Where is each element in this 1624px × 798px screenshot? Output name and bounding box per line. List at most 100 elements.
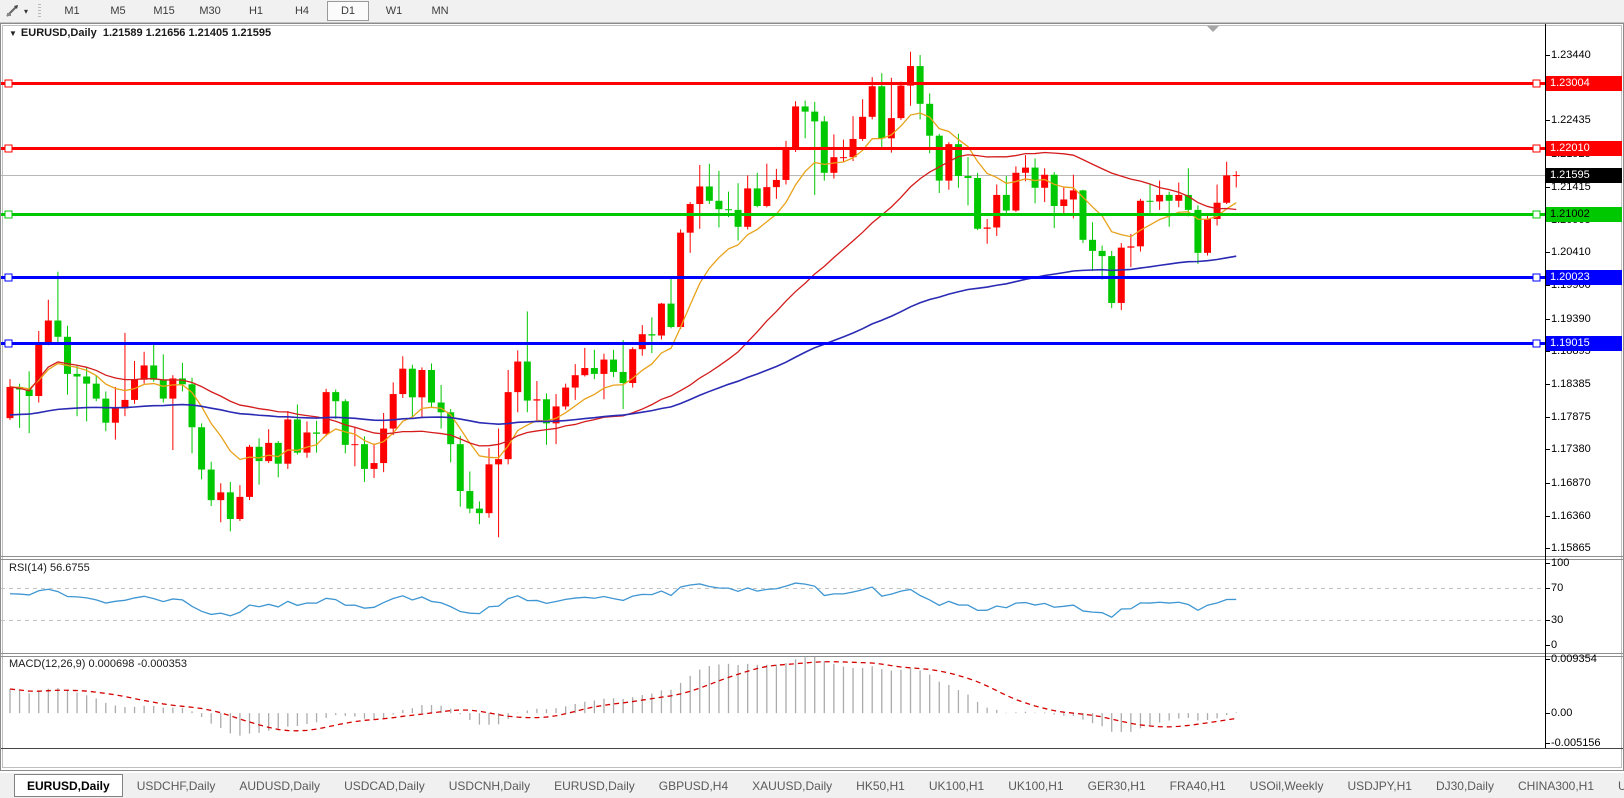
hline-handle[interactable]	[4, 79, 13, 88]
candle	[370, 443, 378, 479]
timeframe-button-D1[interactable]: D1	[327, 1, 370, 21]
candle	[284, 410, 292, 469]
hline-handle[interactable]	[1532, 79, 1541, 88]
candle-body	[274, 442, 282, 464]
horizontal-line[interactable]	[1, 210, 1545, 219]
chart-tab-12[interactable]: FRA40,H1	[1169, 778, 1226, 793]
chart-tab-6[interactable]: GBPUSD,H4	[658, 778, 729, 793]
candle	[638, 325, 646, 356]
candle	[178, 362, 186, 392]
chart-tab-16[interactable]: CHINA300,H1	[1517, 778, 1595, 793]
hline-handle[interactable]	[4, 144, 13, 153]
candle-body	[1136, 200, 1144, 247]
candle-body	[265, 442, 273, 462]
candle	[159, 354, 167, 403]
candle	[466, 471, 474, 514]
hline-handle[interactable]	[4, 210, 13, 219]
candle-body	[993, 194, 1001, 228]
hline-handle[interactable]	[4, 339, 13, 348]
toolbar-drag-handle[interactable]	[38, 4, 42, 18]
chart-tab-2[interactable]: AUDUSD,Daily	[239, 778, 321, 793]
chevron-down-icon[interactable]	[1207, 26, 1219, 32]
candle-body	[351, 444, 359, 446]
timeframe-button-M15[interactable]: M15	[153, 5, 175, 17]
candle	[830, 134, 838, 179]
candle-body	[1232, 175, 1240, 177]
candle-body	[878, 86, 886, 139]
chart-tab-8[interactable]: HK50,H1	[856, 778, 905, 793]
timeframe-button-MN[interactable]: MN	[431, 5, 449, 17]
candle-body	[935, 135, 943, 181]
candle-body	[782, 149, 790, 180]
timeframe-button-H1[interactable]: H1	[248, 5, 264, 17]
hline-handle[interactable]	[1532, 273, 1541, 282]
chart-tab-3[interactable]: USDCAD,Daily	[344, 778, 425, 793]
chart-tab-17[interactable]: U	[1618, 778, 1624, 793]
candle-body	[389, 394, 397, 429]
chart-tab-7[interactable]: XAUUSD,Daily	[752, 778, 833, 793]
candle-body	[169, 378, 177, 399]
candle-body	[705, 186, 713, 201]
candle	[677, 229, 685, 329]
chart-cursor-icon[interactable]	[3, 3, 23, 19]
candle	[696, 164, 704, 229]
timeframe-button-M5[interactable]: M5	[110, 5, 126, 17]
candle	[1069, 174, 1077, 219]
candle-body	[1050, 174, 1058, 206]
pane-separator[interactable]	[1, 653, 1623, 657]
candle	[907, 51, 915, 106]
candle	[926, 93, 934, 154]
hline-handle[interactable]	[4, 273, 13, 282]
candle	[523, 311, 531, 413]
chart-tab-9[interactable]: UK100,H1	[928, 778, 985, 793]
candle	[887, 77, 895, 153]
candle	[801, 100, 809, 139]
timeframe-button-H4[interactable]: H4	[294, 5, 310, 17]
candle	[485, 448, 493, 518]
chart-tab-13[interactable]: USOil,Weekly	[1249, 778, 1324, 793]
candle	[83, 366, 91, 422]
timeframe-button-W1[interactable]: W1	[385, 5, 403, 17]
candle-body	[859, 116, 867, 139]
candle	[734, 183, 742, 241]
candle	[428, 363, 436, 408]
candle-body	[945, 144, 953, 181]
chart-tab-0[interactable]: EURUSD,Daily	[14, 774, 123, 797]
timeframe-button-M1[interactable]: M1	[64, 5, 80, 17]
candle-body	[313, 432, 321, 434]
candle-body	[1127, 246, 1135, 248]
chart-tab-4[interactable]: USDCNH,Daily	[448, 778, 531, 793]
candle	[935, 133, 943, 193]
candle	[495, 428, 503, 538]
chart-tab-1[interactable]: USDCHF,Daily	[136, 778, 216, 793]
candle-body	[504, 392, 512, 460]
candle-body	[542, 399, 550, 424]
candle-body	[178, 378, 186, 385]
candle	[629, 347, 637, 388]
pane-separator[interactable]	[1, 556, 1623, 560]
horizontal-line[interactable]	[1, 144, 1545, 153]
horizontal-line[interactable]	[1, 273, 1545, 282]
chart-tab-15[interactable]: DJ30,Daily	[1435, 778, 1494, 793]
candle	[150, 343, 158, 382]
chart-tab-14[interactable]: USDJPY,H1	[1347, 778, 1412, 793]
chart-tab-11[interactable]: GER30,H1	[1087, 778, 1146, 793]
hline-handle[interactable]	[1532, 210, 1541, 219]
hline-handle[interactable]	[1532, 144, 1541, 153]
chevron-down-icon[interactable]: ▾	[24, 6, 29, 16]
timeframe-button-M30[interactable]: M30	[199, 5, 221, 17]
chart-tab-10[interactable]: UK100,H1	[1008, 778, 1064, 793]
horizontal-line[interactable]	[1, 79, 1545, 88]
horizontal-line[interactable]	[1, 339, 1545, 348]
chart-tab-5[interactable]: EURUSD,Daily	[554, 778, 635, 793]
macd-signal-line	[9, 661, 1237, 732]
candle	[1012, 166, 1020, 212]
candle-body	[974, 178, 982, 229]
candle-body	[6, 386, 14, 419]
candle-body	[1204, 219, 1211, 253]
hline-handle[interactable]	[1532, 339, 1541, 348]
candle	[1146, 184, 1154, 215]
candle-body	[447, 412, 455, 445]
candle-body	[600, 359, 608, 374]
